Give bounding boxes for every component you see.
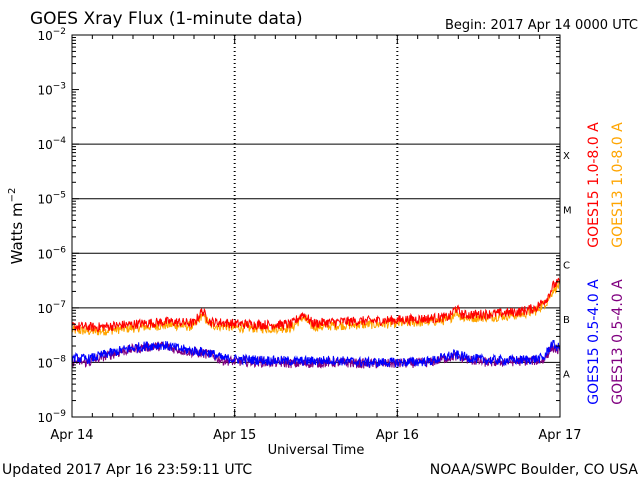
legend-entry: GOES15 1.0-8.0 A	[586, 122, 602, 248]
axis-layer: A B C M X 10−9 10−8 10−7 10−6 10−5 10−4 10−3 10−2 Apr…	[37, 27, 581, 443]
y-tick-label: 10−5	[37, 191, 66, 207]
series-layer	[71, 277, 561, 369]
x-tick-label: Apr 17	[538, 428, 581, 443]
y-tick-label: 10−2	[37, 27, 66, 43]
series-line	[71, 277, 561, 333]
x-tick-label: Apr 15	[213, 428, 256, 443]
footer-credit: NOAA/SWPC Boulder, CO USA	[430, 462, 639, 478]
flare-class-label: A	[563, 369, 570, 380]
y-axis-label: Watts m−2	[7, 188, 26, 265]
y-axis-label-base: Watts m	[8, 202, 26, 264]
flare-class-label: X	[563, 151, 570, 162]
y-axis-label-exp: −2	[7, 188, 18, 203]
y-tick-label: 10−4	[37, 136, 66, 152]
x-axis-label: Universal Time	[268, 443, 365, 458]
flare-class-label: B	[563, 315, 570, 326]
legend-entry: GOES13 1.0-8.0 A	[610, 122, 626, 248]
legend-entry: GOES13 0.5-4.0 A	[610, 279, 626, 405]
series-line	[71, 339, 561, 369]
flare-class-label: C	[563, 260, 570, 271]
y-tick-label: 10−3	[37, 82, 66, 98]
y-tick-label: 10−6	[37, 245, 66, 261]
legend: GOES15 1.0-8.0 A GOES13 1.0-8.0 A GOES15 0…	[586, 122, 626, 405]
x-tick-label: Apr 16	[376, 428, 419, 443]
y-tick-label: 10−7	[37, 300, 66, 316]
begin-label: Begin: 2017 Apr 14 0000 UTC	[445, 18, 638, 33]
footer-updated: Updated 2017 Apr 16 23:59:11 UTC	[2, 462, 252, 478]
x-tick-label: Apr 14	[50, 428, 93, 443]
legend-entry: GOES15 0.5-4.0 A	[586, 279, 602, 405]
y-axis-label-group: Watts m−2	[7, 188, 26, 265]
flare-class-label: M	[563, 206, 572, 217]
y-tick-label: 10−8	[37, 354, 66, 370]
y-tick-label: 10−9	[37, 409, 66, 425]
chart-title: GOES Xray Flux (1-minute data)	[30, 9, 303, 29]
